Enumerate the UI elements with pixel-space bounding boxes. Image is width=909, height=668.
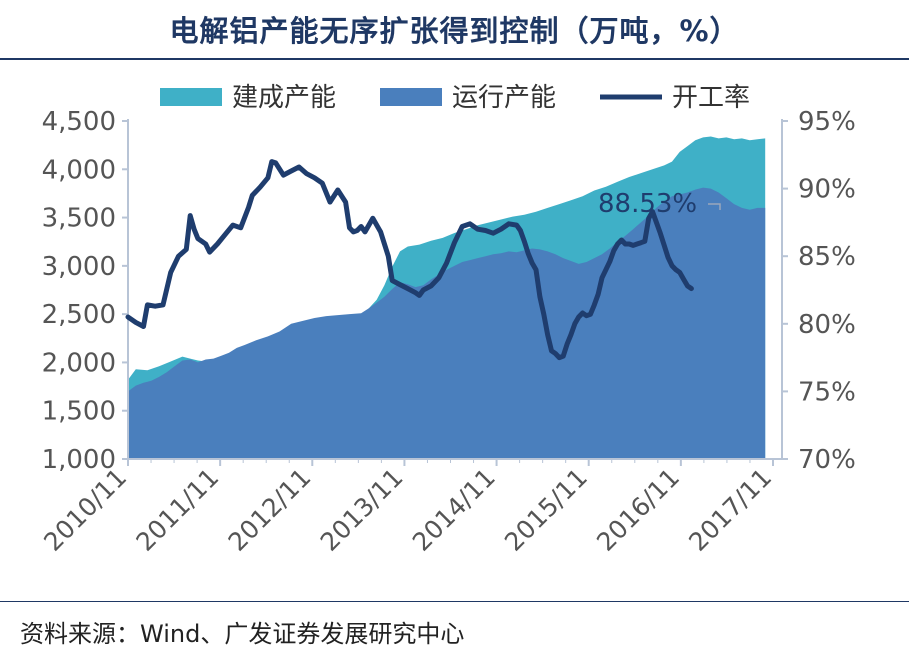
chart-title: 电解铝产能无序扩张得到控制（万吨，%） [169, 14, 740, 48]
annotation-leader [708, 203, 721, 210]
y-right-tick-label: 70% [798, 445, 856, 475]
x-tick-label: 2016/11 [591, 463, 685, 557]
legend-label-2: 开工率 [672, 83, 750, 113]
y-right-tick-label: 75% [798, 377, 856, 407]
source-rule [0, 601, 909, 602]
x-tick-label: 2011/11 [130, 463, 224, 557]
y-left-tick-label: 1,000 [42, 445, 116, 475]
legend-label-1: 运行产能 [452, 83, 556, 113]
title-rule [0, 58, 909, 60]
series-line-2 [125, 159, 694, 361]
y-right-tick-label: 95% [798, 107, 856, 137]
area-layer [128, 136, 766, 459]
x-tick-label: 2017/11 [683, 463, 777, 557]
legend: 建成产能 运行产能 开工率 [160, 83, 750, 113]
y-left-tick-label: 1,500 [42, 397, 116, 427]
annotation-layer: 88.53% [598, 189, 721, 219]
legend-swatch-1 [380, 88, 442, 106]
legend-swatch-0 [160, 88, 222, 106]
y-right-tick-label: 85% [798, 242, 856, 272]
chart-svg: 1,000 1,500 2,000 2,500 3,000 3,500 4,000 4,500… [38, 83, 856, 557]
x-tick-label: 2012/11 [223, 463, 317, 557]
series-area-1 [128, 187, 766, 459]
y-left-tick-label: 4,500 [42, 107, 116, 137]
x-tick-label: 2013/11 [315, 463, 409, 557]
y-left-tick-label: 4,000 [42, 155, 116, 185]
y-left-tick-label: 3,000 [42, 252, 116, 282]
y-right-tick-label: 80% [798, 310, 856, 340]
x-tick-label: 2010/11 [38, 463, 132, 557]
line-layer [125, 159, 694, 361]
y-left-tick-label: 2,500 [42, 300, 116, 330]
annotation-label: 88.53% [598, 189, 697, 219]
source-note: 资料来源：Wind、广发证券发展研究中心 [20, 620, 465, 648]
legend-label-0: 建成产能 [232, 83, 336, 113]
y-left-tick-label: 3,500 [42, 204, 116, 234]
x-tick-label: 2014/11 [407, 463, 501, 557]
y-left-tick-label: 2,000 [42, 348, 116, 378]
y-right-tick-label: 90% [798, 175, 856, 205]
x-tick-label: 2015/11 [499, 463, 593, 557]
